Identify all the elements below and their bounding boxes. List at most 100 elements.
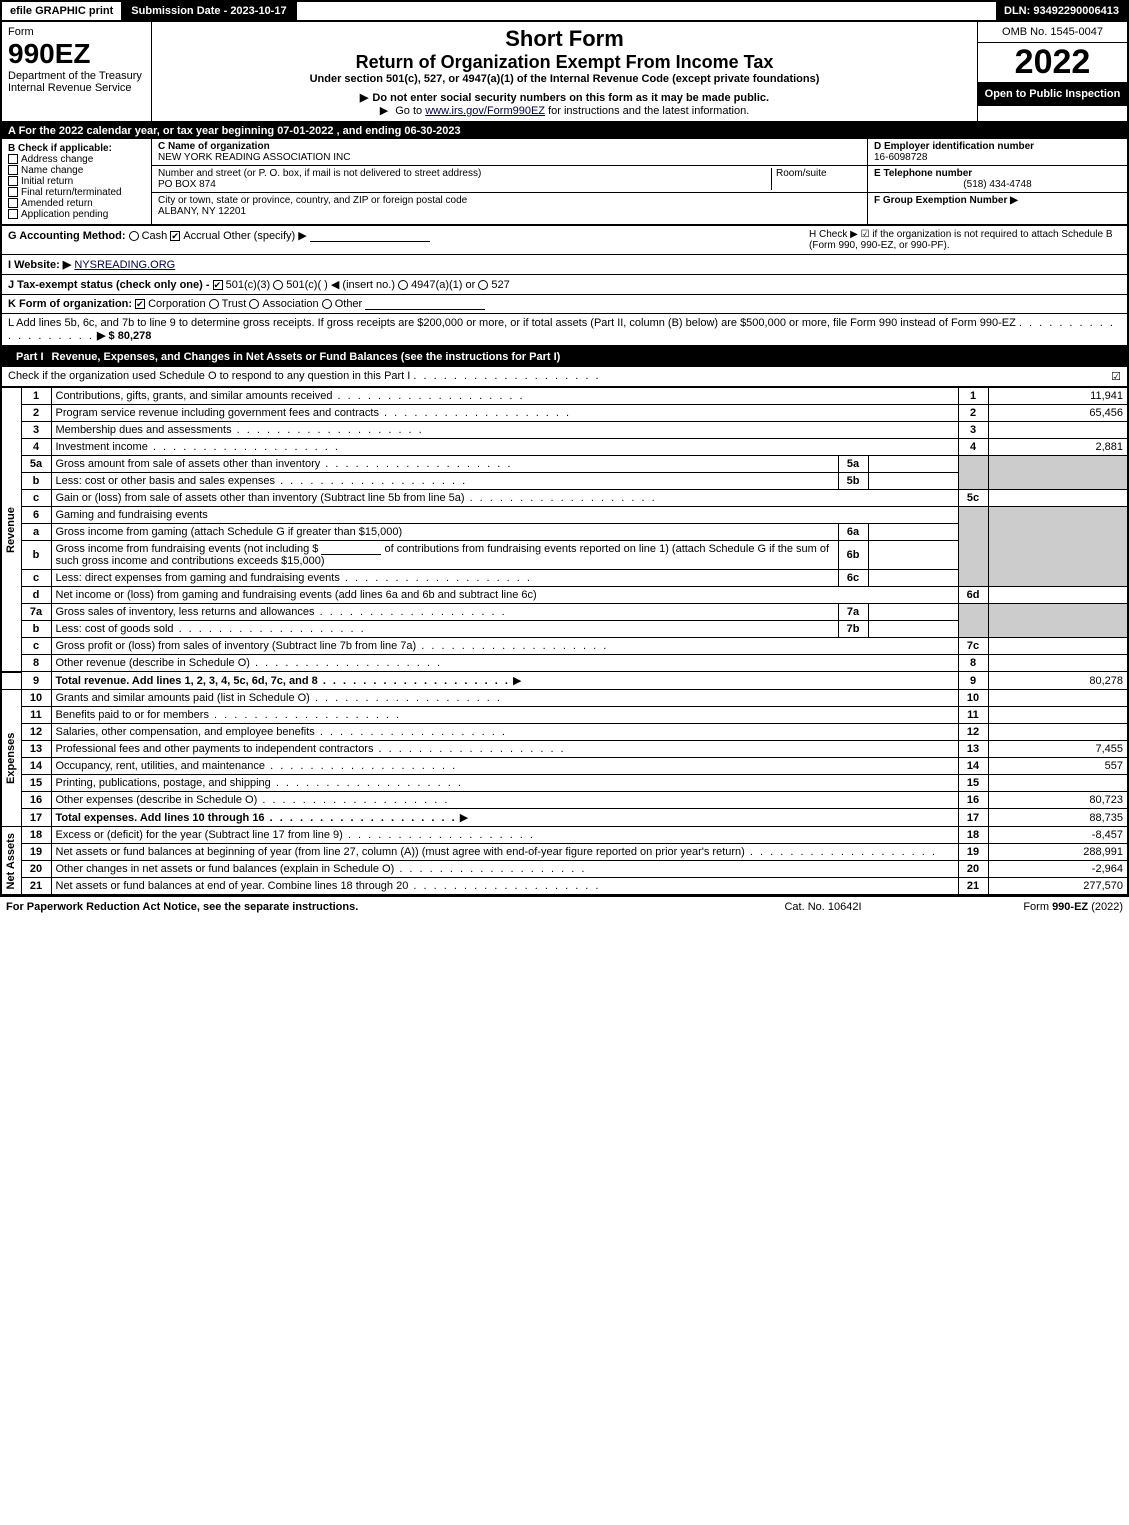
short-form-title: Short Form — [160, 26, 969, 52]
line-7a: 7a Gross sales of inventory, less return… — [1, 604, 1128, 621]
l5b-desc: Less: cost or other basis and sales expe… — [56, 475, 468, 487]
l5b-subval — [868, 473, 958, 490]
chk-name[interactable]: Name change — [8, 165, 145, 176]
e-label: E Telephone number — [874, 168, 1121, 179]
l7c-desc: Gross profit or (loss) from sales of inv… — [56, 640, 609, 652]
chk-final[interactable]: Final return/terminated — [8, 187, 145, 198]
chk-pending[interactable]: Application pending — [8, 209, 145, 220]
row-i: I Website: ▶ NYSREADING.ORG — [0, 255, 1129, 275]
l9-val: 80,278 — [988, 672, 1128, 690]
chk-name-label: Name change — [21, 165, 83, 176]
k-corp-check[interactable] — [135, 299, 145, 309]
l19-desc: Net assets or fund balances at beginning… — [56, 846, 937, 858]
l19-val: 288,991 — [988, 844, 1128, 861]
k-assoc-radio[interactable] — [249, 299, 259, 309]
l15-desc: Printing, publications, postage, and shi… — [56, 777, 463, 789]
header-left: Form 990EZ Department of the Treasury In… — [2, 22, 152, 121]
l5a-num: 5a — [21, 456, 51, 473]
line-7c: c Gross profit or (loss) from sales of i… — [1, 638, 1128, 655]
website-link[interactable]: NYSREADING.ORG — [74, 259, 175, 271]
l1-linen: 1 — [958, 388, 988, 405]
l11-desc: Benefits paid to or for members — [56, 709, 402, 721]
l5a-desc: Gross amount from sale of assets other t… — [56, 458, 513, 470]
line-5a: 5a Gross amount from sale of assets othe… — [1, 456, 1128, 473]
k-corp-label: Corporation — [148, 298, 205, 310]
l8-num: 8 — [21, 655, 51, 672]
return-title: Return of Organization Exempt From Incom… — [160, 52, 969, 73]
l2-num: 2 — [21, 405, 51, 422]
city-label: City or town, state or province, country… — [158, 195, 861, 206]
goto-link[interactable]: www.irs.gov/Form990EZ — [425, 105, 545, 117]
g-cash-radio[interactable] — [129, 231, 139, 241]
chk-amended[interactable]: Amended return — [8, 198, 145, 209]
l5b-num: b — [21, 473, 51, 490]
k-other-input[interactable] — [365, 298, 485, 310]
k-trust-radio[interactable] — [209, 299, 219, 309]
l6b-sub: 6b — [838, 541, 868, 570]
l1-num: 1 — [21, 388, 51, 405]
k-other-radio[interactable] — [322, 299, 332, 309]
l4-val: 2,881 — [988, 439, 1128, 456]
part1-title: Revenue, Expenses, and Changes in Net As… — [52, 351, 1121, 363]
efile-label[interactable]: efile GRAPHIC print — [2, 2, 123, 20]
j-527-label: 527 — [491, 279, 509, 291]
check-o-box[interactable]: ☑ — [1091, 370, 1121, 383]
l6b-desc1: Gross income from fundraising events (no… — [56, 543, 319, 555]
l4-num: 4 — [21, 439, 51, 456]
line-4: 4 Investment income 4 2,881 — [1, 439, 1128, 456]
l5-shade — [958, 456, 988, 490]
l7-shade — [958, 604, 988, 638]
under-section: Under section 501(c), 527, or 4947(a)(1)… — [160, 73, 969, 85]
line-19: 19 Net assets or fund balances at beginn… — [1, 844, 1128, 861]
revenue-section-label: Revenue — [1, 388, 21, 672]
g-other-input[interactable] — [310, 230, 430, 242]
chk-address[interactable]: Address change — [8, 154, 145, 165]
l21-val: 277,570 — [988, 878, 1128, 896]
l6b-fill[interactable] — [321, 543, 381, 555]
g-accrual-check[interactable] — [170, 231, 180, 241]
dots-icon — [413, 370, 600, 382]
l9-linen: 9 — [958, 672, 988, 690]
l6a-num: a — [21, 524, 51, 541]
l17-linen: 17 — [958, 809, 988, 827]
j-527-radio[interactable] — [478, 280, 488, 290]
l7b-sub: 7b — [838, 621, 868, 638]
box-def: D Employer identification number 16-6098… — [867, 139, 1127, 224]
k-assoc-label: Association — [262, 298, 318, 310]
l8-desc: Other revenue (describe in Schedule O) — [56, 657, 443, 669]
g-label: G Accounting Method: — [8, 230, 126, 242]
footer-left: For Paperwork Reduction Act Notice, see … — [6, 901, 723, 913]
c-city-row: City or town, state or province, country… — [152, 193, 867, 219]
l6a-sub: 6a — [838, 524, 868, 541]
goto-pre: Go to — [395, 105, 425, 117]
l-text: L Add lines 5b, 6c, and 7b to line 9 to … — [8, 317, 1016, 329]
footer-right: Form 990-EZ (2022) — [923, 901, 1123, 913]
f-label: F Group Exemption Number ▶ — [874, 195, 1018, 206]
l6d-val — [988, 587, 1128, 604]
omb-number: OMB No. 1545-0047 — [978, 22, 1127, 43]
j-4947-radio[interactable] — [398, 280, 408, 290]
j-501c3-check[interactable] — [213, 280, 223, 290]
j-501c-radio[interactable] — [273, 280, 283, 290]
l16-val: 80,723 — [988, 792, 1128, 809]
box-c: C Name of organization NEW YORK READING … — [152, 139, 867, 224]
line-13: 13 Professional fees and other payments … — [1, 741, 1128, 758]
j-4947-label: 4947(a)(1) or — [411, 279, 475, 291]
l10-desc: Grants and similar amounts paid (list in… — [56, 692, 502, 704]
l7-shade-val — [988, 604, 1128, 638]
footer-right-post: (2022) — [1091, 901, 1123, 913]
chk-initial[interactable]: Initial return — [8, 176, 145, 187]
l19-num: 19 — [21, 844, 51, 861]
l15-linen: 15 — [958, 775, 988, 792]
l20-linen: 20 — [958, 861, 988, 878]
l17-val: 88,735 — [988, 809, 1128, 827]
line-6: 6 Gaming and fundraising events — [1, 507, 1128, 524]
chk-amended-label: Amended return — [21, 198, 93, 209]
l7a-subval — [868, 604, 958, 621]
line-1: Revenue 1 Contributions, gifts, grants, … — [1, 388, 1128, 405]
check-o-text: Check if the organization used Schedule … — [8, 370, 410, 382]
ein-value: 16-6098728 — [874, 152, 1121, 163]
goto-row: Go to www.irs.gov/Form990EZ for instruct… — [160, 104, 969, 117]
chk-initial-label: Initial return — [21, 176, 73, 187]
l7b-num: b — [21, 621, 51, 638]
